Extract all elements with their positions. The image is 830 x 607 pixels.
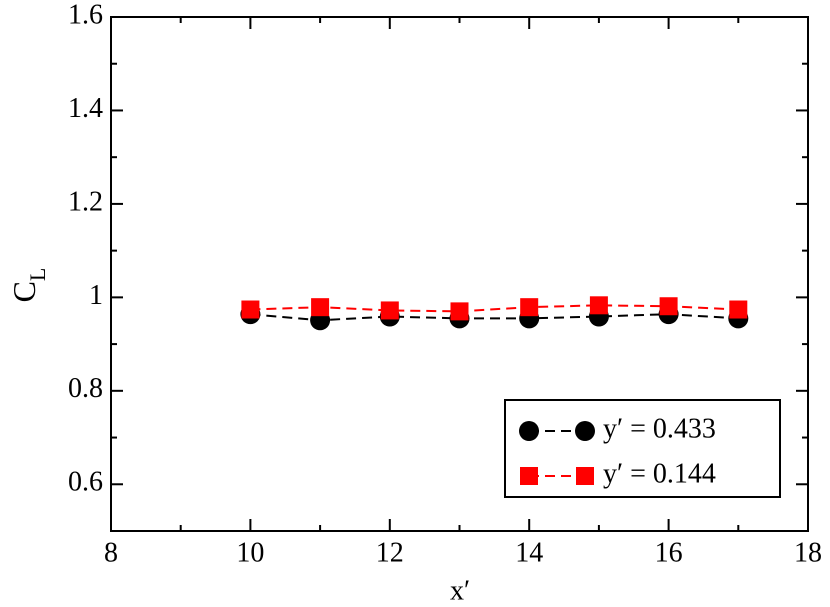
series-line — [250, 313, 739, 322]
legend-label: y′ = 0.433 — [603, 413, 716, 444]
legend-box — [504, 399, 781, 498]
data-point — [589, 296, 608, 315]
legend-marker — [575, 421, 595, 441]
y-axis-label: CL — [6, 268, 50, 303]
x-tick-label: 12 — [376, 537, 404, 568]
data-point — [659, 297, 678, 316]
y-tick-label: 1.2 — [68, 186, 103, 217]
series-line — [250, 304, 739, 313]
legend-marker — [520, 467, 538, 485]
data-point — [729, 300, 748, 319]
y-label-sub: L — [25, 268, 50, 281]
y-tick-label: 1 — [89, 280, 103, 311]
data-point — [380, 301, 399, 320]
y-tick-label: 1.6 — [68, 0, 103, 30]
y-tick-label: 0.8 — [68, 373, 103, 404]
x-tick-label: 10 — [236, 537, 264, 568]
y-label-main: C — [6, 281, 42, 302]
x-tick-label: 16 — [655, 537, 683, 568]
legend-marker — [576, 467, 594, 485]
data-point — [311, 298, 330, 317]
legend-label: y′ = 0.144 — [603, 458, 716, 489]
data-point — [450, 302, 469, 321]
y-tick-label: 0.6 — [68, 467, 103, 498]
x-tick-label: 8 — [104, 537, 118, 568]
data-point — [241, 300, 260, 319]
data-point — [520, 298, 539, 317]
legend-marker — [519, 421, 539, 441]
y-tick-label: 1.4 — [68, 93, 103, 124]
x-tick-label: 18 — [794, 537, 822, 568]
x-tick-label: 14 — [515, 537, 543, 568]
x-axis-label: x′ — [450, 575, 470, 606]
